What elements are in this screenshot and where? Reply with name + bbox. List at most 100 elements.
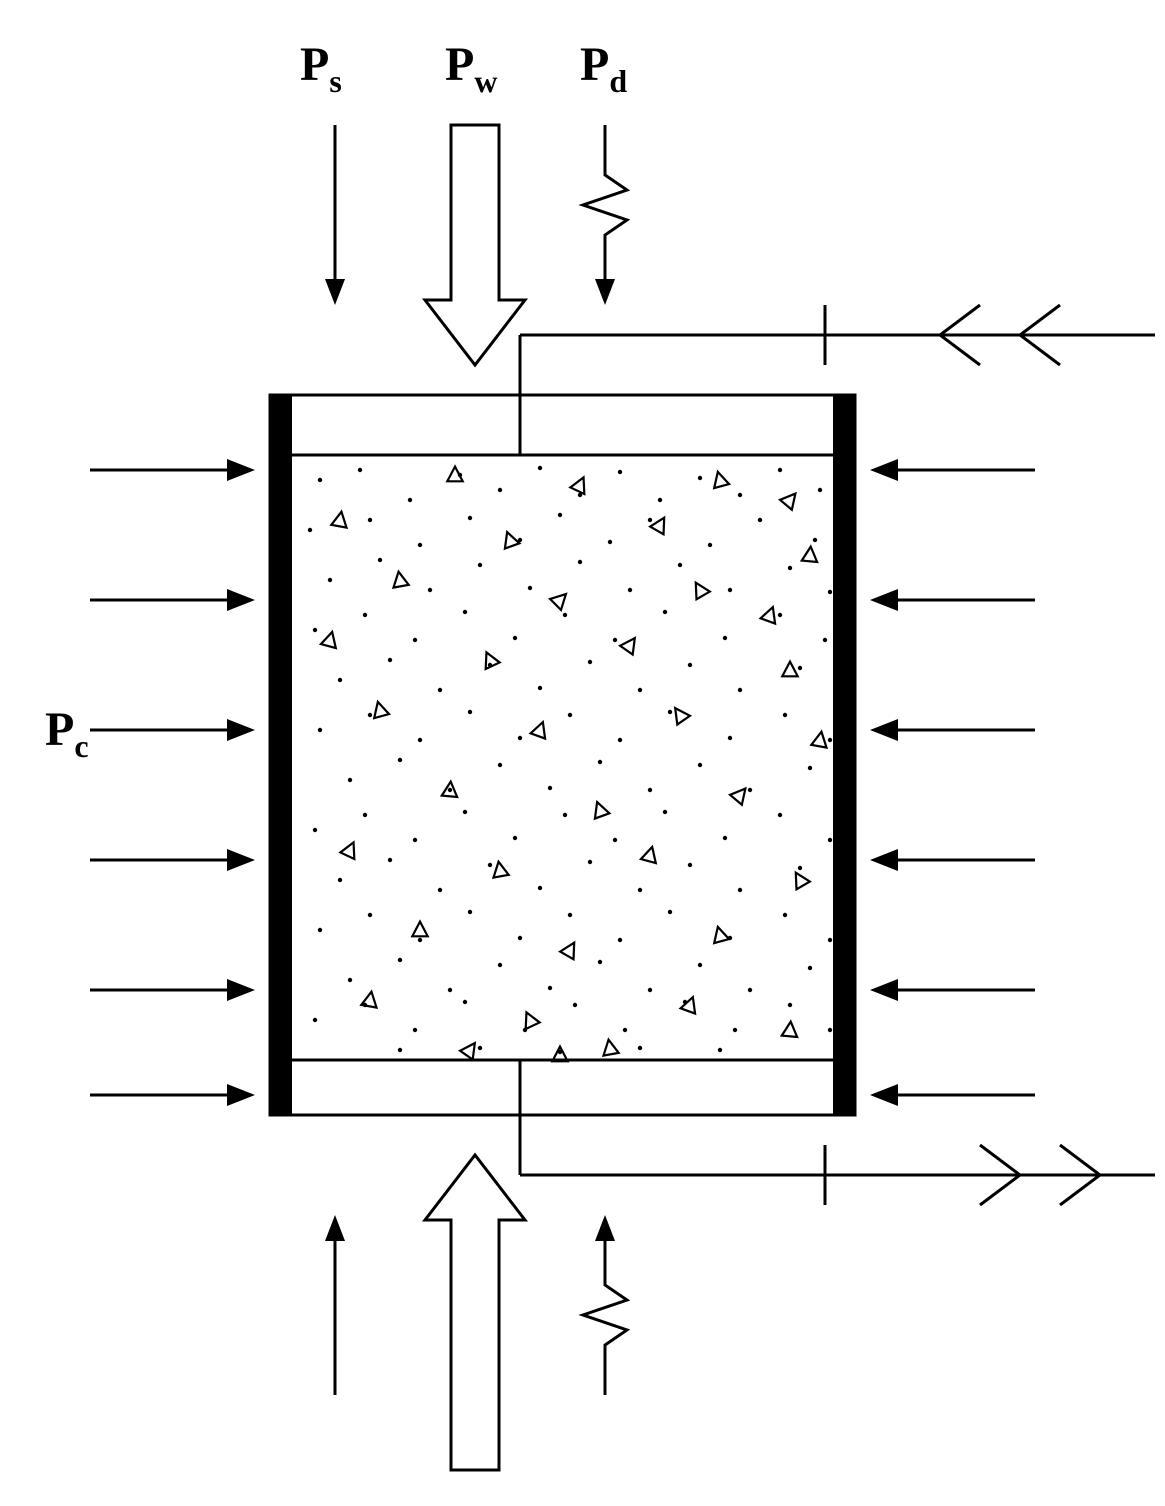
particle-dot [413,638,417,642]
particle-dot [748,988,752,992]
top-loads [325,125,627,365]
particle-dot [463,810,467,814]
particle-dot [363,613,367,617]
particle-dot [448,988,452,992]
particle-dot [518,736,522,740]
particle-dot [548,986,552,990]
particle-dot [398,958,402,962]
particle-dot [388,858,392,862]
particle-dot [338,878,342,882]
Ps-arrow [325,125,345,305]
particle-dot [398,758,402,762]
particle-dot [728,736,732,740]
particle-dot [628,588,632,592]
particle-dot [783,713,787,717]
Pd-zigzag-head [595,279,615,305]
particle-dot [828,1028,832,1032]
particle-dot [738,688,742,692]
particle-dot [463,1000,467,1004]
bottom-zigzag-shaft [583,1241,627,1395]
particle-dot [428,588,432,592]
particle-dot [618,938,622,942]
particle-dot [663,810,667,814]
particle-dot [318,478,322,482]
particle-dot [663,610,667,614]
particle-dot [313,828,317,832]
particle-dot [388,658,392,662]
particle-dot [738,493,742,497]
particle-dot [808,966,812,970]
confining-arrow-left [90,719,255,741]
particle-dot [418,543,422,547]
particle-dot [368,913,372,917]
label-Ps-sub: s [329,63,341,99]
label-Pc-sub: c [74,728,88,764]
particle-dot [563,613,567,617]
particle-dot [528,586,532,590]
particle-dot [588,660,592,664]
particle-dot [568,713,572,717]
particle-dot [488,863,492,867]
particle-dot [668,910,672,914]
label-Pw-main: P [445,38,474,91]
confining-arrow-right [870,459,1035,481]
particle-dot [588,860,592,864]
particle-dot [513,836,517,840]
particle-dot [573,1003,577,1007]
bottom-thin-arrow [325,1215,345,1395]
particle-dot [468,710,472,714]
particle-dot [623,1028,627,1032]
confining-arrow-right [870,1084,1035,1106]
particle-dot [638,1046,642,1050]
particle-dot [548,786,552,790]
particle-dot [678,563,682,567]
particle-dot [563,813,567,817]
particle-dot [468,910,472,914]
particle-dot [808,766,812,770]
particle-dot [608,540,612,544]
label-Ps: Ps [300,38,342,99]
particle-dot [348,778,352,782]
particle-dot [828,590,832,594]
label-Pd-main: P [580,38,609,91]
particle-dot [778,613,782,617]
label-Pd-sub: d [609,63,627,99]
particle-dot [568,913,572,917]
particle-dot [348,978,352,982]
particle-dot [313,628,317,632]
Pw-block-arrow [425,125,525,365]
particle-dot [708,543,712,547]
particle-dot [498,763,502,767]
particle-dot [498,963,502,967]
particle-dot [598,760,602,764]
particle-dot [378,558,382,562]
particle-dot [723,636,727,640]
bottom-block-arrow [425,1155,525,1470]
particle-dot [338,678,342,682]
confining-arrow-right [870,849,1035,871]
particle-dot [798,666,802,670]
particle-dot [748,788,752,792]
particle-dot [618,738,622,742]
particle-dot [828,738,832,742]
particle-dot [698,763,702,767]
cylinder-wall-right [833,395,855,1115]
confining-arrow-right [870,719,1035,741]
particle-dot [438,688,442,692]
particle-dot [538,886,542,890]
confining-arrow-right [870,979,1035,1001]
particle-dot [648,518,652,522]
particle-dot [778,813,782,817]
particle-dot [688,863,692,867]
particle-dot [828,838,832,842]
particle-dot [783,913,787,917]
particle-dot [468,516,472,520]
particle-dot [648,788,652,792]
particle-dot [328,578,332,582]
particle-dot [308,528,312,532]
particle-dot [778,468,782,472]
particle-dot [648,988,652,992]
particle-dot [618,470,622,474]
bottom-loads [325,1155,627,1470]
particle-dot [413,838,417,842]
